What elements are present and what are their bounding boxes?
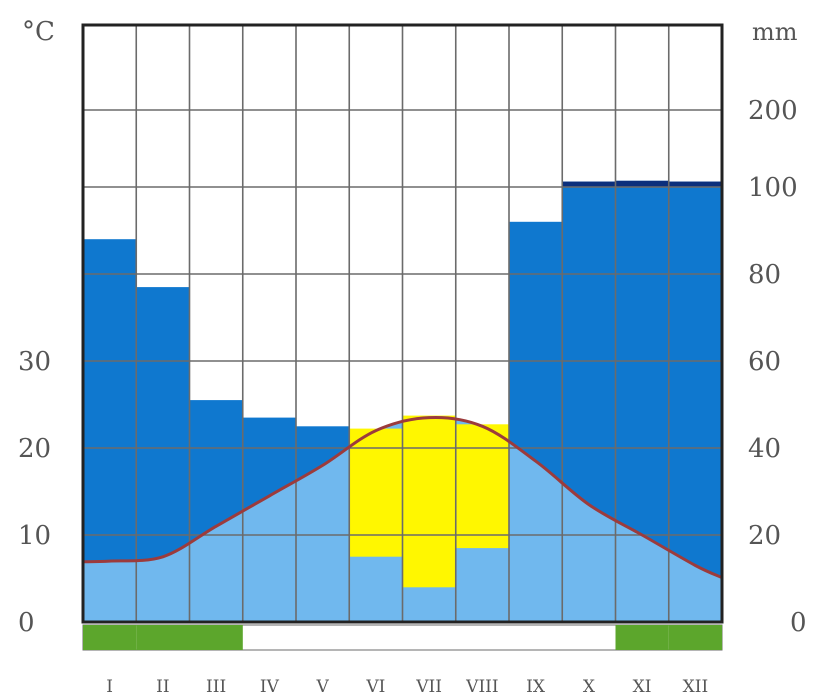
right-tick-label: 20 bbox=[748, 521, 781, 551]
perhumid-cap-XI bbox=[615, 180, 669, 187]
left-tick-label: 30 bbox=[18, 347, 51, 377]
left-tick-label: 10 bbox=[18, 521, 51, 551]
month-label-XII: XII bbox=[683, 677, 709, 697]
month-label-III: III bbox=[206, 677, 226, 697]
frost-cell-II bbox=[136, 625, 190, 650]
month-label-VII: VII bbox=[415, 677, 442, 697]
month-label-X: X bbox=[583, 677, 596, 697]
perhumid-caps-layer bbox=[562, 180, 723, 187]
arid-bar-VIII bbox=[455, 424, 510, 549]
arid-bar-VII bbox=[402, 415, 456, 588]
month-label-V: V bbox=[315, 677, 329, 697]
right-tick-label: 200 bbox=[748, 96, 798, 126]
left-tick-label: 0 bbox=[18, 608, 35, 638]
right-tick-label: 60 bbox=[748, 347, 781, 377]
grid-layer bbox=[83, 25, 722, 622]
right-tick-label: 100 bbox=[748, 173, 798, 203]
month-label-I: I bbox=[106, 677, 113, 697]
right-tick-label: 0 bbox=[790, 608, 807, 638]
left-tick-label: 20 bbox=[18, 434, 51, 464]
frost-strip-layer bbox=[82, 624, 723, 651]
precipitation-bar-XII bbox=[668, 181, 723, 622]
plot-frame bbox=[81, 23, 724, 624]
precipitation-bar-I bbox=[83, 239, 137, 622]
right-tick-label: 80 bbox=[748, 260, 781, 290]
left-axis-label: °C bbox=[22, 17, 55, 47]
perhumid-cap-XII bbox=[668, 181, 723, 187]
month-label-IX: IX bbox=[526, 677, 546, 697]
month-label-XI: XI bbox=[633, 677, 652, 697]
month-label-VI: VI bbox=[365, 677, 385, 697]
right-tick-label: 40 bbox=[748, 434, 781, 464]
perhumid-cap-X bbox=[562, 181, 616, 187]
frost-cell-XII bbox=[668, 625, 723, 650]
frost-cell-III bbox=[189, 625, 243, 650]
month-label-IV: IV bbox=[260, 677, 280, 697]
frost-cell-I bbox=[83, 625, 137, 650]
temperature-line-layer bbox=[82, 415, 723, 579]
right-axis-label: mm bbox=[752, 18, 798, 46]
temperature-line bbox=[82, 415, 723, 579]
month-label-VIII: VIII bbox=[465, 677, 498, 697]
frost-cell-XI bbox=[615, 625, 669, 650]
month-label-II: II bbox=[156, 677, 169, 697]
